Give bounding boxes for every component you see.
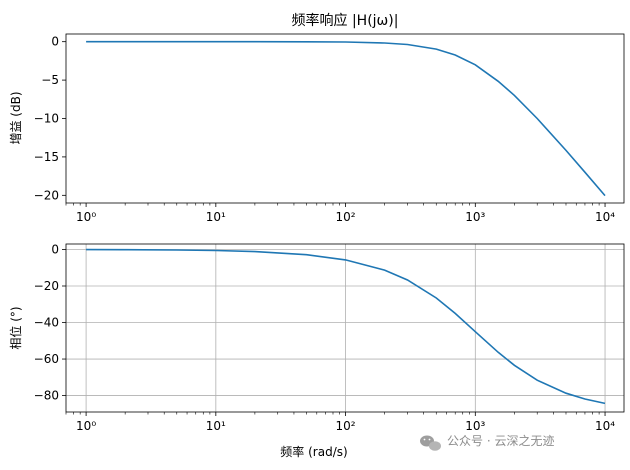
- x-tick-label: 10⁴: [595, 419, 615, 433]
- phase-series-line: [86, 248, 606, 405]
- phase-x-axis-label: 频率 (rad/s): [280, 444, 347, 459]
- y-tick-label: −60: [34, 352, 59, 366]
- x-tick-label: 10²: [336, 419, 356, 433]
- x-tick-label: 10³: [465, 210, 485, 224]
- watermark-text: 公众号 · 云深之无迹: [447, 434, 554, 448]
- y-tick-label: −20: [34, 279, 59, 293]
- y-tick-label: 0: [51, 242, 59, 256]
- x-tick-label: 10⁰: [76, 419, 96, 433]
- gain-y-axis-label: 增益 (dB): [9, 91, 23, 144]
- gain-series-line: [86, 40, 606, 197]
- y-tick-label: −10: [34, 112, 59, 126]
- wechat-icon: [420, 435, 441, 451]
- phase-plot-frame: [65, 243, 625, 413]
- phase-panel: 0 −20 −40 −60 −80 10⁰ 10¹ 10² 10³ 10⁴ 相位 (°) 频率 …: [8, 242, 625, 459]
- watermark: 公众号 · 云深之无迹: [420, 434, 554, 451]
- y-tick-label: 0: [51, 35, 59, 49]
- y-tick-label: −5: [41, 73, 59, 87]
- y-tick-label: −80: [34, 389, 59, 403]
- gain-panel: 频率响应 |H(jω)| 0−5−10−15−20 10⁰ 10¹ 10² 10³ 10…: [9, 12, 625, 224]
- phase-y-ticks: 0 −20 −40 −60 −80: [34, 242, 66, 403]
- x-tick-label: 10⁴: [595, 210, 615, 224]
- x-tick-label: 10²: [336, 210, 356, 224]
- gain-y-ticks: 0 −5 −10 −15 −20: [34, 35, 66, 202]
- phase-x-ticks: 10⁰ 10¹ 10² 10³ 10⁴: [65, 412, 615, 433]
- chart-title: 频率响应 |H(jω)|: [292, 12, 399, 29]
- gain-x-ticks: 10⁰ 10¹ 10² 10³ 10⁴: [65, 203, 615, 224]
- phase-y-axis-label: 相位 (°): [8, 306, 23, 349]
- y-tick-label: −15: [34, 150, 59, 164]
- y-tick-label: −40: [34, 316, 59, 330]
- gain-plot-frame: [65, 33, 625, 204]
- phase-grid: [66, 244, 624, 412]
- x-tick-label: 10¹: [206, 419, 226, 433]
- x-tick-label: 10³: [465, 419, 485, 433]
- y-tick-label: −20: [34, 188, 59, 202]
- x-tick-label: 10⁰: [76, 210, 96, 224]
- x-tick-label: 10¹: [206, 210, 226, 224]
